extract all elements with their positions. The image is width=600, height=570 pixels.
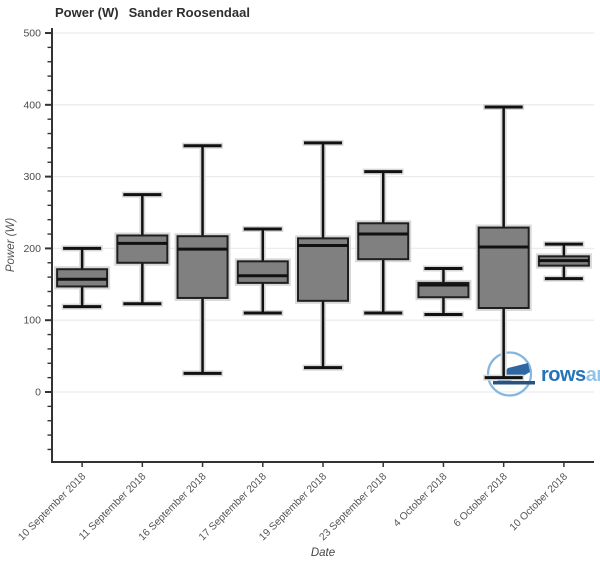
iqr-box	[116, 234, 169, 264]
iqr-box	[176, 235, 229, 299]
y-axis-title: Power (W)	[5, 218, 17, 272]
box-11-september-2018	[114, 191, 171, 307]
x-tick-label-11-september-2018: 11 September 2018	[77, 471, 148, 542]
watermark-ring-icon	[486, 351, 533, 397]
box-6-october-2018	[475, 103, 532, 381]
watermark-keel-icon	[493, 381, 535, 385]
box-17-september-2018	[234, 226, 291, 317]
x-axis-title: Date	[311, 547, 335, 559]
iqr-box	[297, 237, 349, 302]
watermark-logo: rowsan	[486, 351, 600, 397]
y-tick-label-100: 100	[23, 315, 41, 327]
iqr-box	[477, 226, 530, 309]
x-tick-label-16-september-2018: 16 September 2018	[137, 471, 209, 543]
x-tick-label-4-october-2018: 4 October 2018	[392, 471, 450, 529]
y-tick-label-400: 400	[23, 99, 41, 111]
y-tick-label-200: 200	[23, 243, 41, 255]
y-tick-label-300: 300	[23, 171, 41, 183]
box-16-september-2018	[174, 142, 231, 377]
iqr-box	[357, 222, 410, 261]
y-tick-label-500: 500	[23, 28, 41, 40]
box-23-september-2018	[355, 168, 412, 317]
box-10-september-2018	[54, 245, 111, 310]
x-tick-label-19-september-2018: 19 September 2018	[257, 471, 329, 543]
watermark-text: rowsan	[541, 364, 600, 386]
x-tick-label-10-october-2018: 10 October 2018	[508, 471, 570, 533]
x-tick-label-23-september-2018: 23 September 2018	[318, 471, 390, 543]
box-10-october-2018	[535, 241, 592, 282]
x-tick-label-10-september-2018: 10 September 2018	[16, 471, 88, 543]
x-tick-label-6-october-2018: 6 October 2018	[452, 471, 510, 529]
chart-title: Power (W) Sander Roosendaal	[55, 5, 250, 20]
y-tick-label-0: 0	[35, 387, 41, 399]
iqr-box	[236, 260, 289, 284]
x-tick-label-17-september-2018: 17 September 2018	[197, 471, 269, 543]
box-19-september-2018	[295, 139, 351, 371]
box-4-october-2018	[415, 265, 472, 318]
